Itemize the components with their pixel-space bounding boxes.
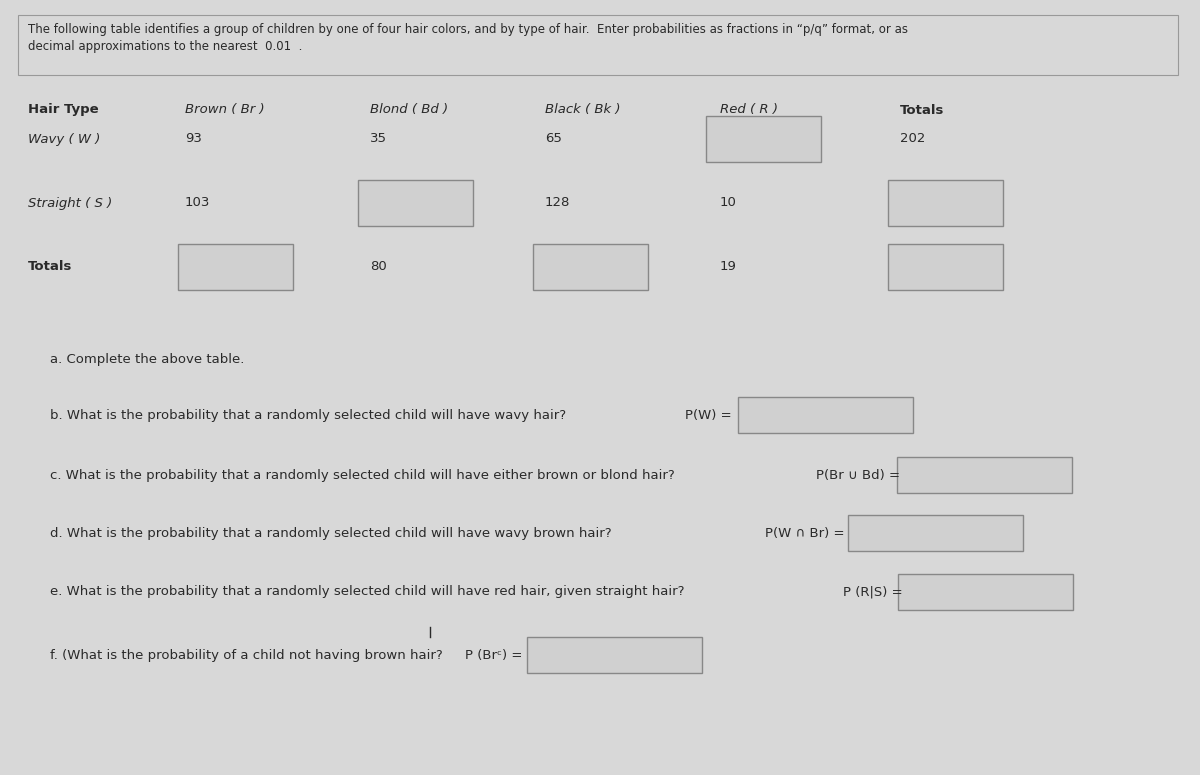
Text: Straight ( S ): Straight ( S ) [28,197,113,209]
Text: P (Brᶜ) =: P (Brᶜ) = [466,649,522,662]
Bar [706,116,821,162]
Text: Black ( Bk ): Black ( Bk ) [545,104,620,116]
Text: 10: 10 [720,197,737,209]
Text: Hair Type: Hair Type [28,104,98,116]
Bar [848,515,1022,551]
Text: Blond ( Bd ): Blond ( Bd ) [370,104,448,116]
Text: 80: 80 [370,260,386,274]
Text: Red ( R ): Red ( R ) [720,104,778,116]
Text: Brown ( Br ): Brown ( Br ) [185,104,265,116]
Text: P(Br ∪ Bd) =: P(Br ∪ Bd) = [816,469,900,481]
Text: Totals: Totals [28,260,72,274]
Text: decimal approximations to the nearest  0.01  .: decimal approximations to the nearest 0.… [28,40,302,53]
Text: 65: 65 [545,133,562,146]
Bar [18,15,1178,75]
Text: d. What is the probability that a randomly selected child will have wavy brown h: d. What is the probability that a random… [50,526,612,539]
Text: b. What is the probability that a randomly selected child will have wavy hair?: b. What is the probability that a random… [50,408,566,422]
Bar [888,244,1003,290]
Bar [533,244,648,290]
Text: Totals: Totals [900,104,944,116]
Bar [527,637,702,673]
Bar [738,397,913,433]
Text: e. What is the probability that a randomly selected child will have red hair, gi: e. What is the probability that a random… [50,585,684,598]
Text: f. (What is the probability of a child not having brown hair?: f. (What is the probability of a child n… [50,649,443,662]
Text: P(W) =: P(W) = [685,408,732,422]
Bar [178,244,293,290]
Text: P (R|S) =: P (R|S) = [842,585,902,598]
Bar [358,180,473,226]
Text: The following table identifies a group of children by one of four hair colors, a: The following table identifies a group o… [28,23,908,36]
Bar [898,457,1072,493]
Text: 93: 93 [185,133,202,146]
Bar [888,180,1003,226]
Text: 202: 202 [900,133,925,146]
Text: 103: 103 [185,197,210,209]
Text: a. Complete the above table.: a. Complete the above table. [50,353,245,367]
Text: 128: 128 [545,197,570,209]
Text: Wavy ( W ): Wavy ( W ) [28,133,101,146]
Bar [898,574,1073,610]
Text: P(W ∩ Br) =: P(W ∩ Br) = [766,526,845,539]
Text: 19: 19 [720,260,737,274]
Text: c. What is the probability that a randomly selected child will have either brown: c. What is the probability that a random… [50,469,674,481]
Text: 35: 35 [370,133,386,146]
